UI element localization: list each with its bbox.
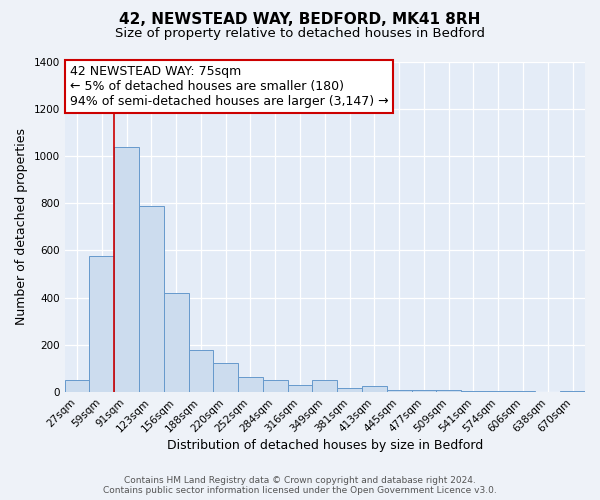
Bar — [238, 377, 263, 392]
Text: 42 NEWSTEAD WAY: 75sqm
← 5% of detached houses are smaller (180)
94% of semi-det: 42 NEWSTEAD WAY: 75sqm ← 5% of detached … — [70, 65, 388, 108]
Bar — [412, 390, 436, 392]
Bar — [436, 390, 461, 392]
Bar — [65, 380, 89, 392]
Y-axis label: Number of detached properties: Number of detached properties — [15, 128, 28, 326]
Text: Size of property relative to detached houses in Bedford: Size of property relative to detached ho… — [115, 28, 485, 40]
Bar — [560, 391, 585, 392]
Bar — [362, 386, 387, 392]
Bar — [139, 206, 164, 392]
Bar — [387, 390, 412, 392]
Bar — [89, 256, 114, 392]
Bar — [486, 391, 511, 392]
X-axis label: Distribution of detached houses by size in Bedford: Distribution of detached houses by size … — [167, 440, 483, 452]
Text: 42, NEWSTEAD WAY, BEDFORD, MK41 8RH: 42, NEWSTEAD WAY, BEDFORD, MK41 8RH — [119, 12, 481, 28]
Bar — [461, 391, 486, 392]
Bar — [313, 380, 337, 392]
Bar — [214, 362, 238, 392]
Bar — [511, 391, 535, 392]
Bar — [337, 388, 362, 392]
Bar — [114, 146, 139, 392]
Bar — [164, 293, 188, 392]
Bar — [287, 385, 313, 392]
Bar — [263, 380, 287, 392]
Bar — [188, 350, 214, 392]
Text: Contains HM Land Registry data © Crown copyright and database right 2024.
Contai: Contains HM Land Registry data © Crown c… — [103, 476, 497, 495]
